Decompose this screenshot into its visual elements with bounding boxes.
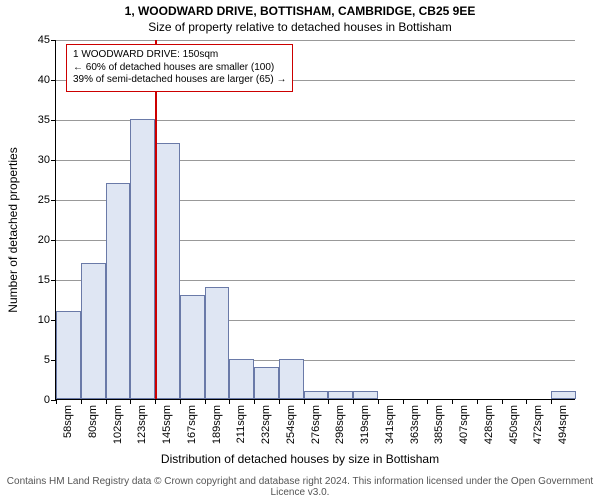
xtick-mark (304, 399, 305, 404)
xtick-label: 145sqm (161, 405, 173, 444)
annotation-line-3: 39% of semi-detached houses are larger (… (73, 74, 286, 87)
ytick-label: 45 (38, 34, 56, 46)
histogram-bar (130, 119, 155, 399)
histogram-bar (304, 391, 329, 399)
histogram-bar (353, 391, 378, 399)
gridline (56, 40, 575, 41)
ytick-label: 15 (38, 274, 56, 286)
xtick-label: 276sqm (310, 405, 322, 444)
xtick-label: 450sqm (508, 405, 520, 444)
xtick-mark (427, 399, 428, 404)
xtick-mark (180, 399, 181, 404)
xtick-label: 80sqm (87, 405, 99, 438)
xtick-mark (551, 399, 552, 404)
xtick-label: 407sqm (458, 405, 470, 444)
ytick-label: 40 (38, 74, 56, 86)
histogram-bar (56, 311, 81, 399)
histogram-bar (279, 359, 304, 399)
xtick-mark (254, 399, 255, 404)
xtick-label: 472sqm (532, 405, 544, 444)
plot-area: 05101520253035404558sqm80sqm102sqm123sqm… (55, 40, 575, 400)
chart-container: 1, WOODWARD DRIVE, BOTTISHAM, CAMBRIDGE,… (0, 0, 600, 500)
histogram-bar (328, 391, 353, 399)
xtick-mark (526, 399, 527, 404)
histogram-bar (155, 143, 180, 399)
xtick-mark (106, 399, 107, 404)
xtick-label: 428sqm (483, 405, 495, 444)
ytick-label: 5 (44, 354, 56, 366)
histogram-bar (106, 183, 131, 399)
xtick-mark (353, 399, 354, 404)
ytick-label: 0 (44, 394, 56, 406)
xtick-mark (81, 399, 82, 404)
annotation-line-2: ← 60% of detached houses are smaller (10… (73, 62, 286, 75)
xtick-mark (56, 399, 57, 404)
xtick-mark (378, 399, 379, 404)
histogram-bar (254, 367, 279, 399)
xtick-label: 102sqm (112, 405, 124, 444)
y-axis-label: Number of detached properties (6, 147, 20, 312)
histogram-bar (551, 391, 576, 399)
xtick-mark (328, 399, 329, 404)
xtick-label: 123sqm (136, 405, 148, 444)
xtick-label: 298sqm (334, 405, 346, 444)
xtick-mark (229, 399, 230, 404)
xtick-label: 319sqm (359, 405, 371, 444)
xtick-label: 58sqm (62, 405, 74, 438)
xtick-mark (155, 399, 156, 404)
ytick-label: 25 (38, 194, 56, 206)
xtick-mark (502, 399, 503, 404)
xtick-label: 232sqm (260, 405, 272, 444)
ytick-label: 35 (38, 114, 56, 126)
chart-title: 1, WOODWARD DRIVE, BOTTISHAM, CAMBRIDGE,… (0, 4, 600, 18)
xtick-mark (403, 399, 404, 404)
xtick-label: 363sqm (409, 405, 421, 444)
highlight-line (155, 40, 157, 399)
xtick-mark (477, 399, 478, 404)
chart-subtitle: Size of property relative to detached ho… (0, 20, 600, 34)
xtick-mark (279, 399, 280, 404)
ytick-label: 20 (38, 234, 56, 246)
xtick-label: 211sqm (235, 405, 247, 443)
xtick-label: 167sqm (186, 405, 198, 444)
annotation-line-1: 1 WOODWARD DRIVE: 150sqm (73, 49, 286, 62)
ytick-label: 30 (38, 154, 56, 166)
histogram-bar (205, 287, 230, 399)
ytick-label: 10 (38, 314, 56, 326)
annotation-box: 1 WOODWARD DRIVE: 150sqm ← 60% of detach… (66, 44, 293, 92)
xtick-label: 254sqm (285, 405, 297, 444)
credit-text: Contains HM Land Registry data © Crown c… (0, 476, 600, 498)
xtick-mark (130, 399, 131, 404)
x-axis-label: Distribution of detached houses by size … (0, 452, 600, 466)
histogram-bar (81, 263, 106, 399)
xtick-label: 385sqm (433, 405, 445, 444)
xtick-label: 494sqm (557, 405, 569, 444)
histogram-bar (180, 295, 205, 399)
xtick-mark (205, 399, 206, 404)
xtick-label: 341sqm (384, 405, 396, 444)
xtick-mark (452, 399, 453, 404)
xtick-label: 189sqm (211, 405, 223, 444)
histogram-bar (229, 359, 254, 399)
